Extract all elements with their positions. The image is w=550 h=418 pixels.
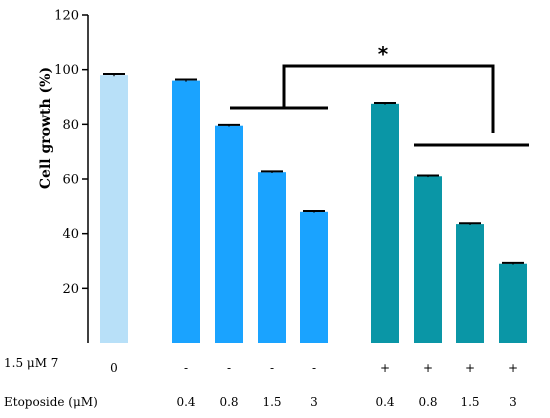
y-tick-label: 80 xyxy=(62,118,79,133)
row-label-compound: 1.5 μM 7 xyxy=(4,356,58,370)
row1-value: - xyxy=(227,361,231,375)
bar xyxy=(371,103,399,343)
row1-value: + xyxy=(423,361,433,375)
row1-value: + xyxy=(380,361,390,375)
row1-value: 0 xyxy=(110,361,118,375)
bar xyxy=(499,263,527,343)
bracket-line xyxy=(282,64,495,133)
y-tick-label: 60 xyxy=(62,173,79,188)
significance-bracket: * xyxy=(230,42,529,147)
bar xyxy=(300,211,328,343)
bar xyxy=(172,80,200,343)
bar xyxy=(414,176,442,343)
row1-value: + xyxy=(508,361,518,375)
row2-value: 1.5 xyxy=(262,395,281,409)
y-tick-label: 20 xyxy=(62,282,79,297)
bar xyxy=(100,75,128,343)
row2-value: 0.4 xyxy=(176,395,195,409)
bar xyxy=(456,224,484,343)
y-axis-title: Cell growth (%) xyxy=(38,67,54,189)
row2-value: 0.8 xyxy=(418,395,437,409)
row1-value: - xyxy=(270,361,274,375)
significance-star: * xyxy=(378,42,389,66)
y-tick-label: 100 xyxy=(54,63,79,78)
bars xyxy=(100,73,527,343)
condition-rows: 1.5 μM 7 Etoposide (μM) 0 - 0.4 - 0.8 - 1.5 - 3 +0.… xyxy=(4,356,518,409)
row1-value: + xyxy=(465,361,475,375)
row2-value: 3 xyxy=(310,395,318,409)
bar xyxy=(215,125,243,343)
row2-value: 0.4 xyxy=(375,395,394,409)
row2-value: 0.8 xyxy=(219,395,238,409)
y-tick-label: 120 xyxy=(54,9,79,24)
row-label-etoposide: Etoposide (μM) xyxy=(4,395,98,409)
y-tick-label: 40 xyxy=(62,227,79,242)
row2-value: 3 xyxy=(509,395,517,409)
bar xyxy=(258,172,286,343)
row2-value: 1.5 xyxy=(460,395,479,409)
row1-value: - xyxy=(184,361,188,375)
row1-value: - xyxy=(312,361,316,375)
axes: 20 40 60 80 100 120 xyxy=(54,9,89,343)
